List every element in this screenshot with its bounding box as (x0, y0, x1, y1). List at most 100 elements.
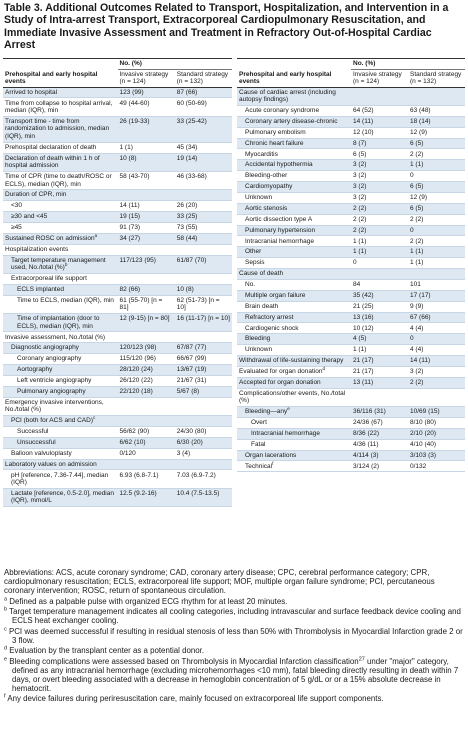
table-row: pH [reference, 7.36-7.44], median (IQR) 6… (3, 469, 232, 489)
row-label: Overt (251, 419, 267, 427)
footnote-mark: c (4, 625, 7, 632)
invasive-value: 0/120 (119, 449, 136, 457)
standard-value: 67 (66) (410, 313, 431, 321)
standard-value: 3 (2) (410, 368, 424, 376)
standard-value: 1 (1) (410, 161, 424, 169)
value-cell (351, 388, 408, 408)
header-cell (3, 58, 118, 69)
row-label-cell: Complications/other events, No./total (%… (237, 388, 351, 408)
table-title: Table 3. Additional Outcomes Related to … (4, 2, 449, 52)
table-row: Overt 24/36 (67) 8/10 (80) (237, 417, 465, 429)
table-row: Evaluated for organ donationd 21 (17) 3 (2… (237, 366, 465, 378)
standard-value: 0 (410, 226, 414, 234)
invasive-value: 4/114 (3) (353, 451, 379, 459)
row-label: Unsuccessful (17, 438, 56, 446)
value-cell (408, 268, 465, 280)
value-cell (408, 388, 465, 408)
table: No. (%) Prehospital and early hospital ev… (237, 58, 465, 473)
value-cell: 14 (11) (351, 116, 408, 128)
table-row: Cause of death (237, 268, 465, 280)
row-label-cell: Intracranial hemorrhage (237, 428, 351, 440)
invasive-value: 21 (17) (353, 357, 374, 365)
row-label-cell: Aortography (3, 364, 118, 376)
row-label-cell: ≥45 (3, 222, 118, 234)
row-label: Cardiomyopathy (245, 183, 293, 191)
row-label: Accepted for organ donation (239, 378, 321, 386)
row-label: Arrived to hospital (5, 88, 58, 96)
row-label: Aortography (17, 366, 53, 374)
value-cell: 2 (2) (351, 225, 408, 237)
row-label: Evaluated for organ donation (239, 368, 323, 376)
row-label: ≥30 and <45 (11, 213, 48, 221)
value-cell: 28/120 (24) (117, 364, 175, 376)
row-label: Declaration of death within 1 h of hospi… (5, 154, 100, 170)
row-label-cell: Unknown (237, 344, 351, 356)
row-label: Myocarditis (245, 150, 278, 158)
value-cell: 4/36 (11) (351, 439, 408, 451)
table-body: Arrived to hospital 123 (99) 87 (66) Time f… (3, 87, 232, 508)
table-row: Accepted for organ donation 13 (11) 2 (2) (237, 377, 465, 389)
value-cell: 66/67 (99) (174, 353, 232, 365)
table-row: No. 84 101 (237, 279, 465, 291)
row-label-cell: Refractory arrest (237, 312, 351, 324)
value-cell: 21 (25) (351, 301, 408, 313)
row-label-cell: Intracranial hemorrhage (237, 235, 351, 248)
table-row: Left ventricle angiography 26/120 (22) 21/… (3, 375, 232, 387)
invasive-value: 2 (2) (353, 215, 367, 223)
footnote-mark: d (4, 645, 8, 652)
invasive-value: 26/120 (22) (119, 377, 153, 385)
row-label: Organ lacerations (245, 451, 297, 459)
value-cell: 6/30 (20) (174, 437, 232, 449)
invasive-value: 21 (17) (353, 368, 374, 376)
row-label: ECLS implanted (17, 285, 64, 293)
standard-value: 6/30 (20) (176, 438, 203, 446)
value-cell: 13/67 (19) (174, 364, 232, 376)
value-cell: 6/62 (10) (117, 437, 175, 449)
table-row: Unknown 3 (2) 12 (9) (237, 192, 465, 204)
row-label: Diagnostic angiography (11, 344, 79, 352)
value-cell: 67/87 (77) (174, 342, 232, 355)
invasive-value: 34 (27) (119, 234, 141, 242)
standard-value: 21/67 (31) (176, 377, 207, 385)
row-label-cell: Coronary angiography (3, 353, 118, 365)
value-cell: 26 (19-33) (117, 116, 175, 143)
standard-value: 3 (4) (176, 449, 191, 457)
table-row: Bleeding—anye 36/116 (31) 10/69 (15) (237, 406, 465, 418)
footnote-text: Bleeding complications were assessed bas… (9, 656, 359, 666)
row-label-cell: Left ventricle angiography (3, 375, 118, 387)
table-row: Brain death 21 (25) 9 (9) (237, 301, 465, 313)
table-row: Time of implantation (door to ECLS), med… (3, 313, 232, 333)
footnote-mark: a (4, 595, 8, 602)
table-row: Intracranial hemorrhage 1 (1) 2 (2) (237, 235, 465, 248)
row-label-cell: Sepsis (237, 257, 351, 269)
footnote: e Bleeding complications were assessed b… (4, 655, 464, 692)
table-head: No. (%) Prehospital and early hospital ev… (3, 58, 232, 88)
value-cell: 56/62 (90) (117, 426, 175, 438)
value-cell: 14 (11) (408, 355, 465, 367)
row-label: Intracranial hemorrhage (245, 237, 315, 245)
header-cell (237, 58, 351, 69)
table-row: Multiple organ failure 35 (42) 17 (17) (237, 290, 465, 302)
invasive-value: 1 (1) (353, 346, 367, 354)
value-cell: 18 (14) (408, 116, 465, 128)
reference: 27 (358, 655, 365, 662)
row-label-cell: Duration of CPR, min (3, 189, 118, 202)
row-label-cell: Time from collapse to hospital arrival, … (3, 97, 118, 117)
value-cell: 13 (11) (351, 377, 408, 389)
standard-value: 2 (2) (410, 215, 424, 223)
invasive-value: 58 (43-70) (119, 173, 150, 181)
value-cell: 0/132 (408, 460, 465, 473)
standard-value: 6 (5) (410, 139, 424, 147)
value-cell: 82 (66) (117, 284, 175, 296)
column-header: Invasive strategy (n = 124) (117, 69, 175, 88)
row-label-cell: Lactate [reference, 0.5-2.0], median (IQ… (3, 488, 118, 508)
row-label: pH [reference, 7.36-7.44], median (IQR) (11, 471, 109, 487)
value-cell: 24/30 (80) (174, 426, 232, 438)
standard-value: 24/30 (80) (176, 428, 207, 436)
value-cell: 26 (20) (174, 200, 232, 212)
value-cell: 12.5 (9.2-16) (117, 488, 175, 508)
value-cell: 12 (9) (408, 192, 465, 204)
table-row: Diagnostic angiography 120/123 (98) 67/87 … (3, 342, 232, 355)
value-cell: 3 (2) (351, 181, 408, 193)
footnote: a Defined as a palpable pulse with organ… (4, 595, 464, 605)
